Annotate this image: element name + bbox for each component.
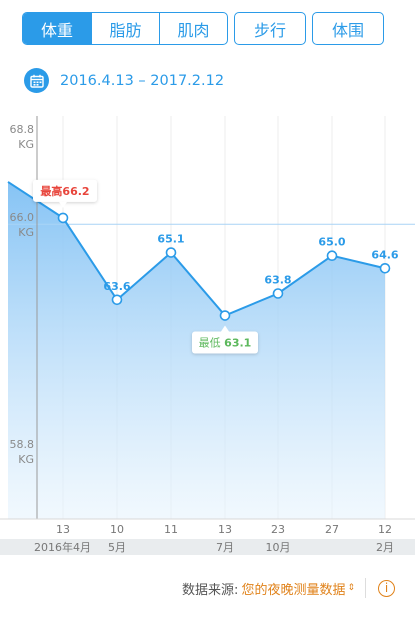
x-tick-label: 11: [164, 523, 178, 536]
x-tick-label: 23: [271, 523, 285, 536]
x-tick-label: 27: [325, 523, 339, 536]
data-point[interactable]: [326, 250, 338, 261]
tab-muscle[interactable]: 肌肉: [159, 13, 227, 44]
date-range-text: 2016.4.13 – 2017.2.12: [60, 72, 225, 89]
x-axis: 13 2016年4月 10 5月 11 13 7月 23 10月 27 12 2月: [0, 518, 415, 555]
info-icon[interactable]: i: [378, 579, 395, 597]
x-tick-label: 13: [56, 523, 70, 536]
calendar-icon[interactable]: [24, 68, 49, 93]
steps-tab-group: 步行: [234, 12, 306, 45]
data-point[interactable]: [379, 263, 391, 274]
x-month-label: 5月: [108, 541, 126, 554]
y-tick-label: 58.8: [10, 438, 35, 451]
tab-steps[interactable]: 步行: [253, 20, 286, 40]
x-month-label: 2月: [376, 541, 394, 554]
weight-line: [7, 181, 386, 317]
callouts: 最高66.2 最低 63.1: [33, 179, 258, 354]
data-label: 64.6: [371, 248, 398, 261]
data-source-select[interactable]: 您的夜晚测量数据: [241, 582, 346, 598]
x-month-label: 10月: [266, 541, 291, 554]
chevron-updown-icon[interactable]: ⇕: [347, 583, 355, 593]
metric-tabs: 体重 脂肪 肌肉 步行 体围: [22, 12, 384, 45]
y-tick-label: 66.0: [10, 211, 35, 224]
data-label: 65.0: [318, 236, 345, 249]
max-callout-box: [33, 179, 97, 202]
x-axis-month-strip: [0, 539, 415, 555]
y-unit-label: KG: [18, 226, 34, 239]
data-label: 63.6: [103, 280, 130, 293]
max-callout: 最高66.2: [33, 179, 97, 208]
data-points: [57, 212, 391, 321]
tab-girth[interactable]: 体围: [331, 20, 364, 40]
x-month-label: 7月: [216, 541, 234, 554]
girth-tab-group: 体围: [312, 12, 384, 45]
date-range-row[interactable]: 2016.4.13 – 2017.2.12: [24, 68, 224, 93]
min-callout-label: 最低 63.1: [199, 337, 252, 350]
y-unit-label: KG: [18, 453, 34, 466]
x-month-label: 2016年4月: [34, 540, 91, 554]
min-callout-pointer: [221, 325, 229, 332]
data-label: 63.8: [264, 274, 291, 287]
data-point[interactable]: [57, 212, 69, 224]
data-point[interactable]: [219, 310, 231, 321]
body-composition-tab-group: 体重 脂肪 肌肉: [22, 12, 228, 45]
x-tick-label: 13: [218, 523, 232, 536]
data-labels: 63.6 65.1 63.8 65.0 64.6: [103, 233, 398, 293]
y-axis-labels: 68.8 KG 66.0 KG 58.8 KG: [10, 123, 35, 466]
y-unit-label: KG: [18, 138, 34, 151]
divider: [365, 578, 366, 598]
data-source-label: 数据来源:: [182, 582, 239, 598]
y-tick-label: 68.8: [10, 123, 35, 136]
x-tick-label: 10: [110, 523, 124, 536]
data-source-row: 数据来源: 您的夜晚测量数据 ⇕ i: [182, 578, 395, 598]
data-point[interactable]: [165, 247, 177, 258]
tab-fat[interactable]: 脂肪: [91, 13, 159, 44]
x-axis-day-strip: [0, 519, 415, 539]
min-callout-box: [192, 331, 258, 354]
data-point[interactable]: [272, 288, 284, 299]
data-point[interactable]: [111, 294, 123, 306]
min-callout: 最低 63.1: [192, 325, 258, 354]
max-callout-label: 最高66.2: [40, 184, 89, 198]
tab-weight[interactable]: 体重: [23, 13, 91, 44]
max-callout-pointer: [59, 201, 67, 208]
data-label: 65.1: [157, 233, 184, 246]
x-tick-label: 12: [378, 523, 392, 536]
